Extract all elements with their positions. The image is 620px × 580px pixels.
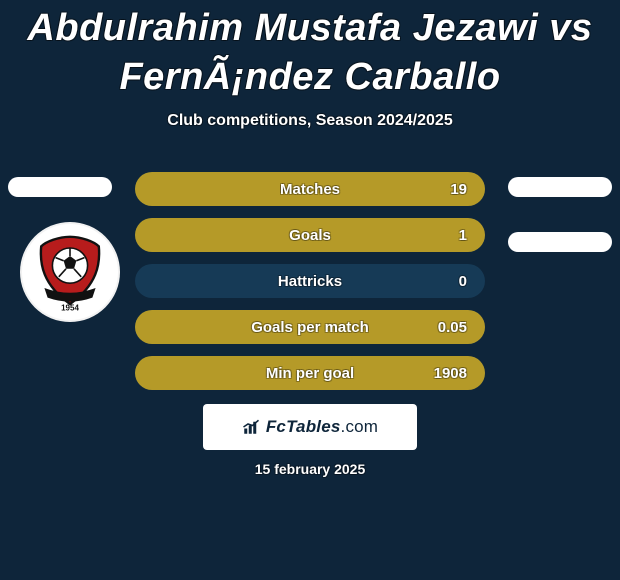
stat-value: 1 xyxy=(459,227,467,244)
stat-row: Min per goal 1908 xyxy=(135,356,485,390)
svg-text:1954: 1954 xyxy=(61,303,79,312)
stat-row: Hattricks 0 xyxy=(135,264,485,298)
stat-label: Min per goal xyxy=(266,365,354,382)
stat-value: 0.05 xyxy=(438,319,467,336)
brand-suffix: .com xyxy=(341,417,379,436)
bar-chart-icon xyxy=(242,418,260,436)
stat-label: Matches xyxy=(280,181,340,198)
footer-date: 15 february 2025 xyxy=(0,461,620,477)
left-player-pill xyxy=(8,177,112,197)
brand-box: FcTables.com xyxy=(203,404,417,450)
stat-label: Goals per match xyxy=(251,319,369,336)
stat-row: Goals per match 0.05 xyxy=(135,310,485,344)
page-subtitle: Club competitions, Season 2024/2025 xyxy=(0,112,620,130)
stat-row: Goals 1 xyxy=(135,218,485,252)
right-player-pill-2 xyxy=(508,232,612,252)
club-badge-svg: 1954 xyxy=(30,232,110,312)
stat-value: 0 xyxy=(459,273,467,290)
stat-label: Goals xyxy=(289,227,331,244)
brand-name: FcTables xyxy=(266,417,341,436)
stat-value: 19 xyxy=(450,181,467,198)
stat-label: Hattricks xyxy=(278,273,342,290)
brand-text: FcTables.com xyxy=(266,417,378,437)
stat-row: Matches 19 xyxy=(135,172,485,206)
stats-list: Matches 19 Goals 1 Hattricks 0 Goals per match… xyxy=(135,172,485,402)
club-badge: 1954 xyxy=(20,222,120,322)
comparison-card: Abdulrahim Mustafa Jezawi vs FernÃ¡ndez … xyxy=(0,0,620,580)
right-player-pill xyxy=(508,177,612,197)
stat-value: 1908 xyxy=(434,365,467,382)
page-title: Abdulrahim Mustafa Jezawi vs FernÃ¡ndez … xyxy=(0,4,620,101)
